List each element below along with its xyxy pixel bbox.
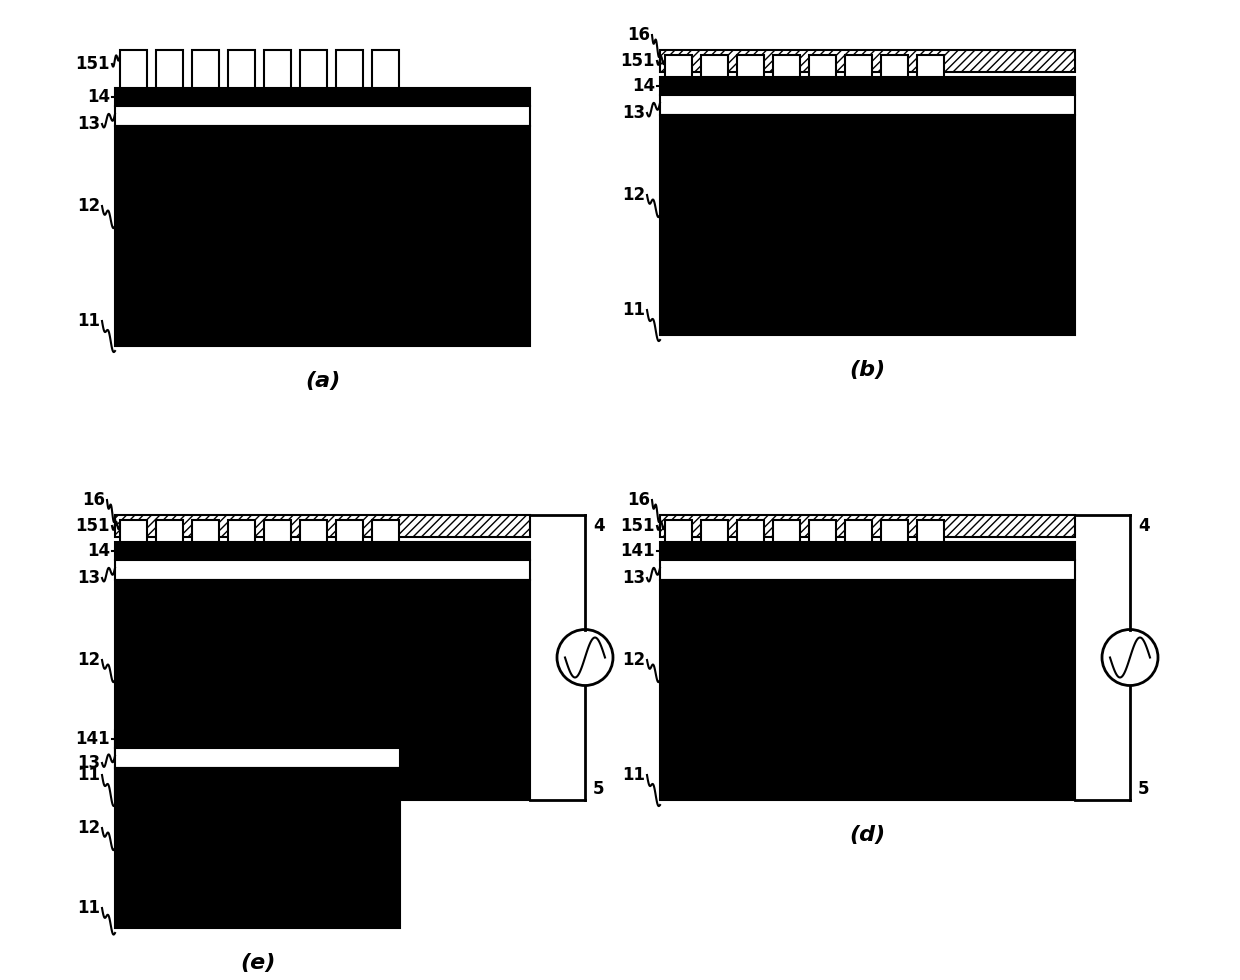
Bar (115, 106, 529, 126)
Text: 11: 11 (77, 899, 100, 917)
Bar (660, 95, 1075, 115)
Bar (737, 520, 764, 542)
Text: 14: 14 (632, 77, 655, 95)
Bar (120, 50, 148, 88)
Bar (844, 520, 872, 542)
Text: 11: 11 (622, 766, 645, 784)
Text: 12: 12 (622, 651, 645, 669)
Bar (115, 560, 529, 580)
Text: 12: 12 (77, 197, 100, 215)
Bar (660, 115, 1075, 335)
Text: 14: 14 (87, 88, 110, 106)
Text: 14: 14 (87, 542, 110, 560)
Text: 13: 13 (77, 754, 100, 772)
Bar (115, 580, 529, 800)
Bar (228, 50, 255, 88)
Bar (156, 50, 184, 88)
Text: (d): (d) (849, 825, 885, 845)
Bar (660, 515, 1075, 537)
Text: (c): (c) (306, 825, 340, 845)
Bar (918, 55, 944, 77)
Bar (773, 520, 800, 542)
Text: 5: 5 (593, 780, 605, 798)
Text: 151: 151 (76, 517, 110, 535)
Bar (156, 520, 184, 542)
Bar (660, 542, 1075, 560)
Bar (808, 55, 836, 77)
Text: 13: 13 (77, 115, 100, 133)
Bar (115, 88, 529, 106)
Bar (880, 55, 908, 77)
Bar (115, 730, 401, 748)
Bar (115, 542, 529, 560)
Text: (a): (a) (305, 371, 340, 391)
Bar (192, 50, 219, 88)
Bar (701, 55, 728, 77)
Text: 151: 151 (620, 517, 655, 535)
Text: 4: 4 (593, 517, 605, 535)
Bar (300, 50, 327, 88)
Bar (660, 580, 1075, 800)
Bar (372, 520, 399, 542)
Bar (115, 748, 401, 768)
Text: 13: 13 (622, 104, 645, 122)
Text: 12: 12 (622, 186, 645, 204)
Bar (300, 520, 327, 542)
Bar (336, 520, 363, 542)
Text: 141: 141 (76, 730, 110, 748)
Bar (665, 55, 692, 77)
Bar (660, 560, 1075, 580)
Text: 16: 16 (82, 491, 105, 509)
Text: 16: 16 (627, 491, 650, 509)
Text: 12: 12 (77, 651, 100, 669)
Bar (115, 768, 401, 928)
Text: 151: 151 (76, 55, 110, 73)
Text: 11: 11 (77, 312, 100, 330)
Bar (808, 520, 836, 542)
Bar (665, 520, 692, 542)
Bar (264, 520, 291, 542)
Text: 4: 4 (1138, 517, 1149, 535)
Bar (737, 55, 764, 77)
Text: 16: 16 (627, 26, 650, 44)
Bar (660, 77, 1075, 95)
Text: 11: 11 (77, 766, 100, 784)
Bar (115, 515, 529, 537)
Bar (773, 55, 800, 77)
Text: 151: 151 (620, 52, 655, 70)
Bar (880, 520, 908, 542)
Text: 13: 13 (622, 569, 645, 587)
Text: (b): (b) (849, 360, 885, 380)
Bar (264, 50, 291, 88)
Bar (120, 520, 148, 542)
Text: 13: 13 (77, 569, 100, 587)
Text: 5: 5 (1138, 780, 1149, 798)
Bar (192, 520, 219, 542)
Text: 12: 12 (77, 819, 100, 837)
Bar (115, 126, 529, 346)
Bar (701, 520, 728, 542)
Bar (660, 50, 1075, 72)
Bar (372, 50, 399, 88)
Text: 11: 11 (622, 301, 645, 319)
Text: (e): (e) (239, 953, 275, 973)
Bar (844, 55, 872, 77)
Text: 141: 141 (620, 542, 655, 560)
Bar (228, 520, 255, 542)
Bar (918, 520, 944, 542)
Bar (336, 50, 363, 88)
